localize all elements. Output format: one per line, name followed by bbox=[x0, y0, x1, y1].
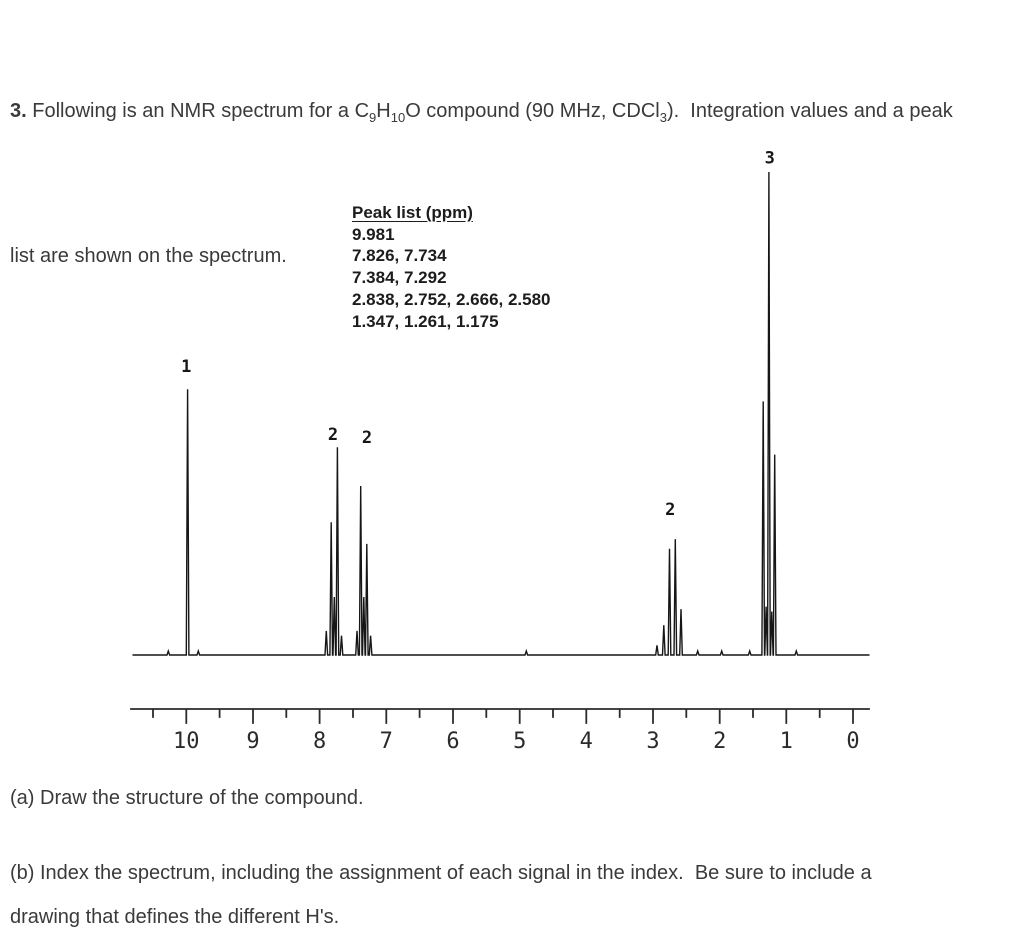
x-tick-label: 5 bbox=[513, 729, 526, 754]
integration-label: 2 bbox=[328, 425, 338, 445]
x-tick-label: 0 bbox=[846, 729, 859, 754]
peak-list-row: 2.838, 2.752, 2.666, 2.580 bbox=[352, 289, 551, 309]
x-axis-ruler bbox=[130, 708, 870, 724]
peak-list-title: Peak list (ppm) bbox=[352, 203, 473, 222]
peak-list-row: 7.826, 7.734 bbox=[352, 246, 447, 266]
formula-subscript: 10 bbox=[390, 110, 406, 125]
integration-label: 1 bbox=[181, 357, 191, 377]
integration-label: 2 bbox=[362, 428, 372, 448]
text-segment: Following is an NMR spectrum for a C bbox=[32, 100, 370, 122]
text-segment: 3. bbox=[10, 100, 33, 122]
x-tick-label: 9 bbox=[246, 729, 259, 754]
spectrum-trace bbox=[132, 171, 870, 656]
x-tick-label: 6 bbox=[446, 729, 459, 754]
question-line-1: 3. Following is an NMR spectrum for a C9… bbox=[10, 88, 1018, 141]
x-tick-label: 2 bbox=[713, 729, 726, 754]
question-line-2: list are shown on the spectrum. bbox=[10, 245, 287, 267]
x-tick-label: 10 bbox=[173, 729, 200, 754]
task-b: (b) Index the spectrum, including the as… bbox=[10, 862, 872, 928]
formula-subscript: 9 bbox=[369, 110, 377, 125]
text-segment: O compound (90 MHz, CDCl bbox=[405, 100, 660, 122]
x-tick-label: 4 bbox=[580, 729, 593, 754]
formula-subscript: 3 bbox=[659, 110, 667, 125]
integration-label: 2 bbox=[665, 500, 675, 520]
peak-list-rows: 9.981 7.826, 7.734 7.384, 7.292 2.838, 2.75… bbox=[352, 224, 551, 333]
peak-list-row: 7.384, 7.292 bbox=[352, 268, 447, 288]
x-tick-label: 8 bbox=[313, 729, 326, 754]
peak-list: Peak list (ppm) 9.981 7.826, 7.734 7.384, … bbox=[352, 202, 551, 332]
x-tick-label: 1 bbox=[780, 729, 793, 754]
integration-labels: 1 2 2 2 3 bbox=[181, 148, 775, 520]
task-a: (a) Draw the structure of the compound. bbox=[10, 787, 364, 809]
text-segment: H bbox=[376, 100, 391, 122]
x-axis-tick-labels: 10 9 8 7 6 5 4 3 2 1 0 bbox=[173, 729, 860, 754]
x-tick-label: 3 bbox=[646, 729, 659, 754]
peak-list-row: 1.347, 1.261, 1.175 bbox=[352, 311, 499, 331]
integration-label: 3 bbox=[765, 148, 775, 168]
peak-list-row: 9.981 bbox=[352, 224, 395, 244]
question-statement: 3. Following is an NMR spectrum for a C9… bbox=[10, 0, 1018, 325]
text-segment: ). Integration values and a peak bbox=[666, 100, 953, 122]
x-tick-label: 7 bbox=[380, 729, 393, 754]
